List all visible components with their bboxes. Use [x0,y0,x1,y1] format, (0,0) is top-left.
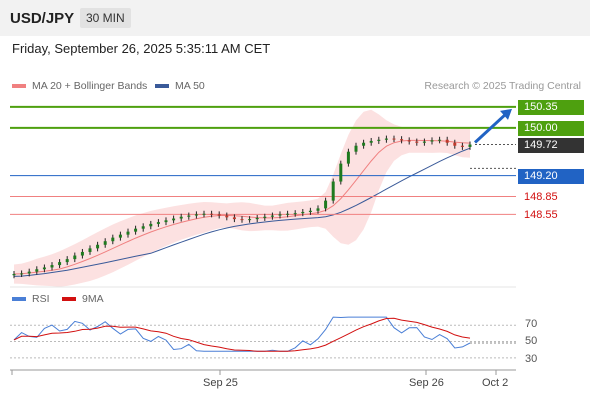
ma50-swatch [155,84,169,88]
top-bar: USD/JPY 30 MIN [0,0,590,36]
candle-body [278,214,282,216]
level-tag-150-35: 150.35 [518,100,584,115]
candle-body [179,216,183,219]
rsi-ma-line [13,317,471,352]
candle-body [73,255,77,260]
rsi-ma-swatch [62,297,76,301]
forecast-arrow-head [500,108,512,120]
candle-body [118,234,122,238]
candle-body [248,219,252,221]
x-label-oct2: Oct 2 [482,377,509,389]
candle-body [156,222,160,224]
candle-body [255,217,259,220]
ma20-swatch [12,84,26,88]
last-price-tag: 149.72 [518,138,584,153]
candle-body [232,217,236,220]
candle-body [141,226,145,229]
candle-body [96,244,100,249]
candle-body [20,273,24,275]
candle-body [240,219,244,221]
level-tag-150-00: 150.00 [518,121,584,136]
legend-rsi: RSI [12,293,50,305]
candle-body [263,216,267,218]
legend-rsi-label: RSI [32,293,50,305]
timeframe-button[interactable]: 30 MIN [80,8,131,28]
candle-body [377,139,381,141]
candle-body [210,213,214,215]
candle-body [316,208,320,211]
ma50-line [13,147,471,277]
chart-datetime: Friday, September 26, 2025 5:35:11 AM CE… [12,41,271,56]
candle-body [149,223,153,227]
candle-body [346,151,350,164]
candle-body [50,265,54,268]
candle-body [202,213,206,215]
rsi-tick-30: 30 [525,353,538,365]
candle-body [468,144,472,147]
candle-body [42,267,46,270]
candle-body [225,215,229,218]
rsi-tick-50: 50 [525,335,538,347]
candle-body [445,139,449,143]
candle-body [27,271,31,274]
candle-body [460,145,464,147]
candle-body [400,139,404,141]
legend-rsi-ma: 9MA [62,293,104,305]
candle-body [422,141,426,143]
symbol-title: USD/JPY [10,10,75,27]
candle-body [286,213,290,215]
candle-body [324,200,328,209]
candle-body [362,142,366,146]
credit-text: Research © 2025 Trading Central [424,80,581,92]
candle-body [339,163,343,182]
candle-body [415,141,419,143]
candle-body [111,237,115,242]
candle-body [88,248,92,252]
candle-body [407,140,411,142]
candle-body [217,214,221,216]
candle-body [65,259,69,263]
legend-rsi-ma-label: 9MA [82,293,104,305]
legend-ma50-label: MA 50 [175,80,205,92]
candle-body [270,215,274,217]
x-label-sep26: Sep 26 [409,377,444,389]
legend-ma50: MA 50 [155,80,205,92]
rsi-line [13,316,471,352]
candle-body [293,213,297,215]
forecast-arrow-shaft [473,112,508,144]
candle-body [369,140,373,143]
candle-body [187,215,191,217]
candle-body [331,181,335,201]
candle-body [453,142,457,146]
candle-body [58,262,62,266]
candle-body [430,140,434,142]
candle-body [126,231,130,235]
candle-body [384,138,388,140]
candle-body [194,214,198,216]
candle-body [172,218,176,221]
candle-body [103,241,107,245]
legend-ma20: MA 20 + Bollinger Bands [12,80,147,92]
x-label-sep25: Sep 25 [203,377,238,389]
legend-ma20-label: MA 20 + Bollinger Bands [32,80,148,92]
rsi-swatch [12,297,26,301]
candle-body [392,138,396,140]
rsi-tick-70: 70 [525,318,538,330]
level-tag-149-20: 149.20 [518,169,584,184]
candle-body [134,228,138,232]
candle-body [438,139,442,141]
candle-body [301,211,305,214]
candle-body [12,274,16,276]
candle-body [354,145,358,152]
candle-body [164,220,168,223]
candle-body [80,251,84,256]
candle-body [308,210,312,212]
candle-body [35,269,39,272]
level-tag-148-55: 148.55 [524,209,558,221]
level-tag-148-85: 148.85 [524,191,558,203]
